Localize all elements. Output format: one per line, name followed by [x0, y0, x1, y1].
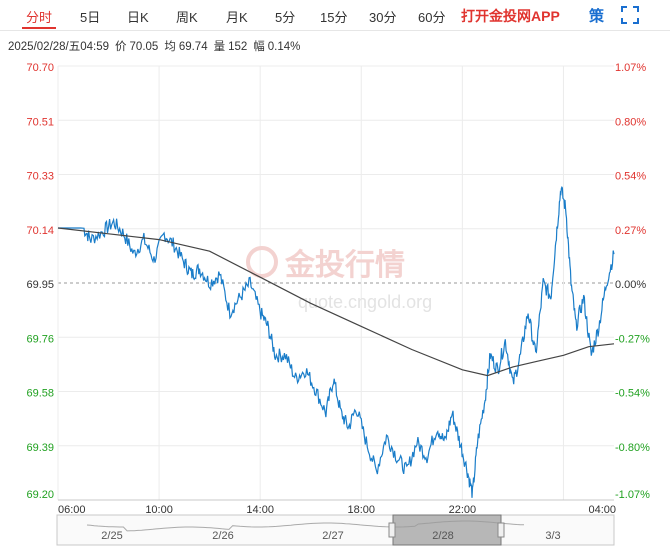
navigator-date-label: 2/26 [212, 530, 233, 542]
navigator-date-label: 3/3 [545, 530, 560, 542]
expand-icon[interactable] [621, 6, 639, 24]
navigator-handle-left[interactable] [388, 522, 396, 538]
navigator-date-label: 2/25 [101, 530, 122, 542]
active-tab-indicator [22, 27, 56, 29]
navigator-selection[interactable] [392, 514, 502, 546]
info-price-label: 价 [115, 41, 127, 53]
tab-weekly-k[interactable]: 周K [176, 10, 198, 25]
info-price: 70.05 [129, 41, 159, 53]
open-app-link[interactable]: 打开金投网APP [461, 8, 560, 24]
tab-60min[interactable]: 60分 [418, 10, 446, 25]
tab-daily-k[interactable]: 日K [127, 10, 149, 25]
tab-30min[interactable]: 30分 [369, 10, 397, 25]
policy-button[interactable]: 策 [589, 8, 605, 25]
quote-info-line: 2025/02/28/五04:59 价 70.05 均 69.74 量 152 幅 0.14% [8, 38, 306, 54]
info-vol: 152 [228, 41, 248, 53]
info-datetime: 2025/02/28/五04:59 [8, 41, 110, 53]
tab-5day[interactable]: 5日 [80, 10, 101, 25]
period-tab-bar: 分时 5日 日K 周K 月K 5分 15分 30分 60分 打开金投网APP 策 [0, 0, 670, 31]
navigator-handle-right[interactable] [497, 522, 505, 538]
navigator-date-label: 2/28 [432, 530, 453, 542]
info-avg: 69.74 [178, 41, 208, 53]
info-amp-label: 幅 [253, 41, 265, 53]
tab-15min[interactable]: 15分 [320, 10, 348, 25]
tab-5min[interactable]: 5分 [275, 10, 296, 25]
info-amp: 0.14% [267, 41, 301, 53]
info-vol-label: 量 [213, 41, 226, 53]
info-avg-label: 均 [164, 41, 176, 53]
tab-monthly-k[interactable]: 月K [226, 10, 248, 25]
tab-intraday[interactable]: 分时 [26, 10, 53, 25]
navigator-date-label: 2/27 [322, 530, 343, 542]
